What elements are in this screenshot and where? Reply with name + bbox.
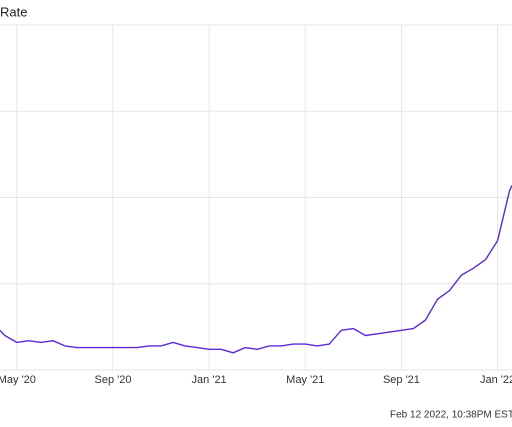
x-tick-label: Sep '21 [383,374,420,386]
x-tick-label: Jan '22 [480,374,512,386]
chart-title: Rate [0,4,27,19]
x-tick-label: Jan '21 [192,374,227,386]
x-tick-label: Sep '20 [94,374,131,386]
data-line [0,185,512,354]
x-tick-label: May '21 [286,374,324,386]
footer: Feb 12 2022, 10:38PM EST. Powere [390,410,512,421]
x-tick-label: May '20 [0,374,36,386]
